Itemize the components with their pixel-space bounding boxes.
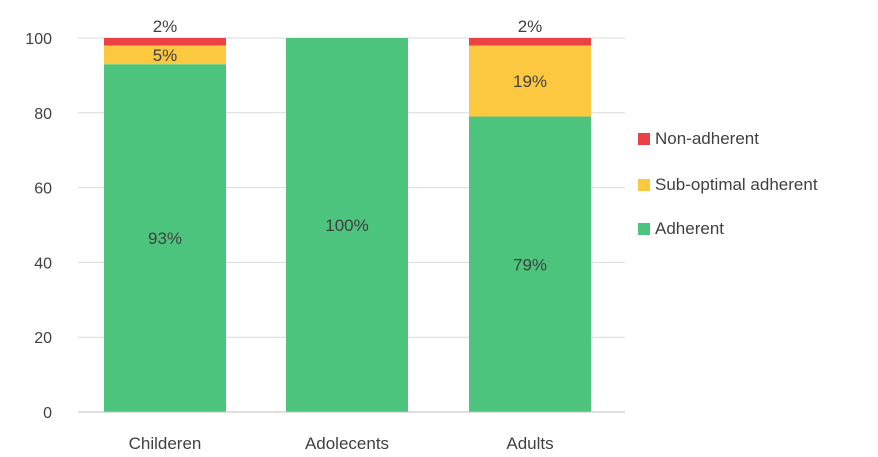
bar-segment-sub-optimal-adherent	[469, 45, 591, 117]
y-tick-label: 100	[25, 31, 52, 48]
y-tick-label: 80	[34, 106, 52, 123]
legend-swatch-non-adherent	[638, 133, 650, 145]
data-label: 2%	[518, 17, 543, 36]
y-tick-label: 20	[34, 330, 52, 347]
bar-segment-non-adherent	[469, 38, 591, 46]
bar-segment-adherent	[286, 38, 408, 412]
bar-segment-adherent	[104, 64, 226, 413]
y-tick-label: 40	[34, 255, 52, 272]
data-label: 100%	[325, 216, 368, 235]
data-label: 2%	[153, 17, 178, 36]
legend-swatch-adherent	[638, 223, 650, 235]
legend-label-non-adherent: Non-adherent	[655, 129, 759, 148]
data-label: 19%	[513, 72, 547, 91]
y-tick-label: 60	[34, 181, 52, 198]
x-category-label: Adults	[506, 434, 553, 453]
legend-label-adherent: Adherent	[655, 219, 724, 238]
data-label: 79%	[513, 255, 547, 274]
legend-swatch-sub-optimal-adherent	[638, 179, 650, 191]
bar-segment-adherent	[469, 116, 591, 412]
data-label: 5%	[153, 46, 178, 65]
y-tick-label: 0	[43, 405, 52, 422]
bar-segment-non-adherent	[104, 38, 226, 46]
x-category-label: Childeren	[129, 434, 202, 453]
legend-label-sub-optimal-adherent: Sub-optimal adherent	[655, 175, 818, 194]
bar-segment-sub-optimal-adherent	[104, 45, 226, 65]
data-label: 93%	[148, 229, 182, 248]
x-category-label: Adolecents	[305, 434, 389, 453]
